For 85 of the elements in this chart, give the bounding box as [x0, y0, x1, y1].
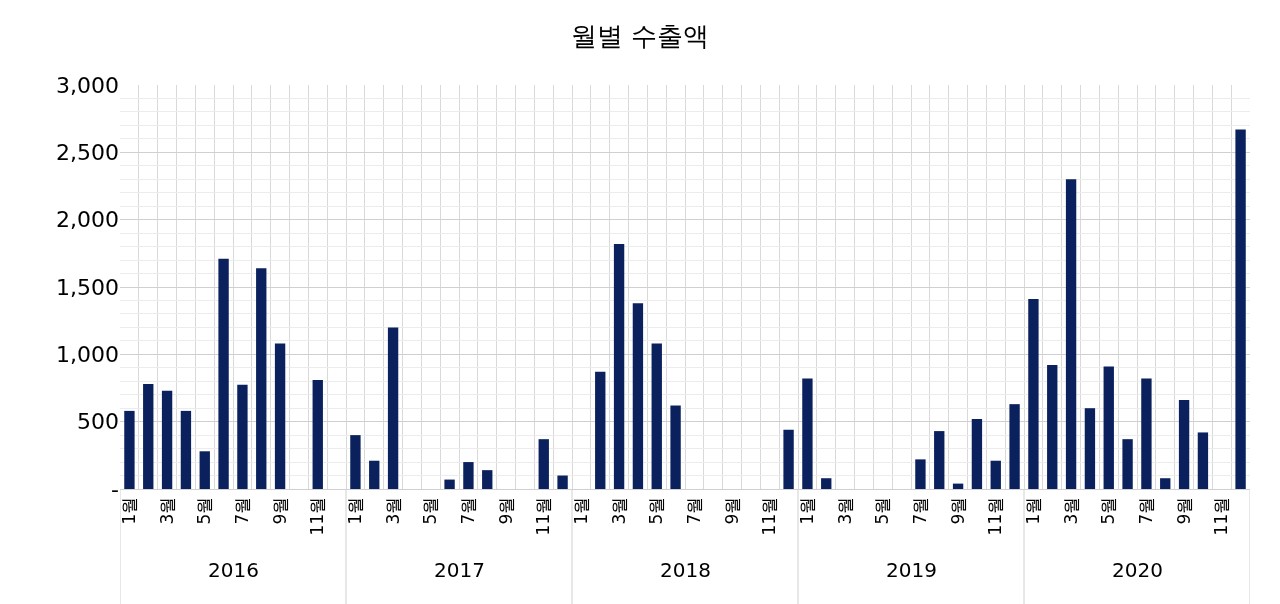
x-tick-label: 3월	[382, 496, 403, 525]
bar	[1197, 432, 1209, 489]
x-tick-label: 11월	[759, 496, 780, 536]
bar	[350, 435, 361, 489]
bar	[1065, 179, 1077, 489]
y-tick-label: -	[111, 476, 119, 502]
text: 2020	[1112, 558, 1163, 582]
bar	[444, 479, 455, 489]
x-tick-label: 9월	[1173, 496, 1194, 525]
x-tick-label: 5월	[646, 496, 667, 525]
x-tick-label: 9월	[721, 496, 742, 525]
bar	[1103, 366, 1114, 489]
x-tick-label: 11월	[307, 496, 328, 536]
x-tick-label: 7월	[1135, 496, 1156, 525]
bar	[180, 410, 192, 489]
bar	[369, 460, 380, 489]
bar	[557, 475, 568, 489]
x-tick-label: 5월	[420, 496, 441, 525]
x-tick-label: 5월	[872, 496, 893, 525]
bar	[482, 470, 493, 489]
text: 2017	[434, 558, 485, 582]
bar	[1084, 408, 1096, 489]
bar	[143, 383, 154, 489]
x-tick-label: 11월	[1211, 496, 1232, 536]
bar	[1028, 299, 1039, 489]
x-tick-label: 3월	[156, 496, 177, 525]
x-tick-label: 9월	[947, 496, 968, 525]
x-tick-label: 5월	[1098, 496, 1119, 525]
x-tick-label: 11월	[533, 496, 554, 536]
x-tick-label: 9월	[495, 496, 516, 525]
bar	[161, 390, 173, 489]
y-tick-label: 3,000	[56, 72, 119, 98]
y-tick-label: 2,000	[56, 207, 119, 233]
text: 2019	[886, 558, 937, 582]
bar	[237, 384, 248, 489]
bar	[199, 451, 210, 489]
bar	[783, 429, 794, 489]
x-tick-label: 7월	[909, 496, 930, 525]
bar	[802, 378, 813, 489]
bar	[463, 462, 474, 489]
bar	[1047, 365, 1058, 489]
bar	[1178, 400, 1190, 489]
x-tick-label: 1월	[796, 496, 817, 525]
x-tick-label: 7월	[683, 496, 704, 525]
bar	[821, 478, 832, 489]
bar	[915, 459, 926, 489]
text: 2018	[660, 558, 711, 582]
bar	[256, 268, 267, 489]
bar	[651, 343, 662, 489]
bar	[312, 379, 323, 489]
x-tick-label: 3월	[834, 496, 855, 525]
bar	[387, 327, 399, 489]
x-tick-label: 3월	[1060, 496, 1081, 525]
x-tick-label: 7월	[457, 496, 478, 525]
x-tick-label: 3월	[608, 496, 629, 525]
x-tick-label: 1월	[570, 496, 591, 525]
bar	[1160, 478, 1171, 489]
x-tick-label: 9월	[269, 496, 290, 525]
bar	[613, 243, 625, 489]
y-tick-label: 1,500	[56, 274, 119, 300]
bar	[934, 431, 945, 489]
bar	[124, 410, 135, 489]
bar	[1141, 378, 1152, 489]
x-tick-label: 1월	[118, 496, 139, 525]
bar	[632, 303, 644, 489]
bar	[595, 371, 606, 489]
text: 2016	[208, 558, 259, 582]
bar	[538, 439, 549, 489]
x-tick-label: 7월	[231, 496, 252, 525]
chart-title: 월별 수출액	[570, 21, 710, 52]
bar	[1009, 404, 1020, 489]
bar	[218, 258, 229, 489]
bar	[1235, 129, 1246, 489]
x-tick-label: 11월	[985, 496, 1006, 536]
bar	[274, 343, 286, 489]
x-tick-label: 5월	[194, 496, 215, 525]
bar	[990, 460, 1001, 489]
x-tick-label: 1월	[1022, 496, 1043, 525]
x-tick-label: 1월	[344, 496, 365, 525]
y-tick-label: 1,000	[56, 342, 119, 368]
y-tick-label: 2,500	[56, 140, 119, 166]
bar	[1122, 439, 1133, 489]
bar	[971, 418, 983, 489]
y-tick-label: 500	[77, 409, 119, 435]
bar	[670, 405, 681, 489]
